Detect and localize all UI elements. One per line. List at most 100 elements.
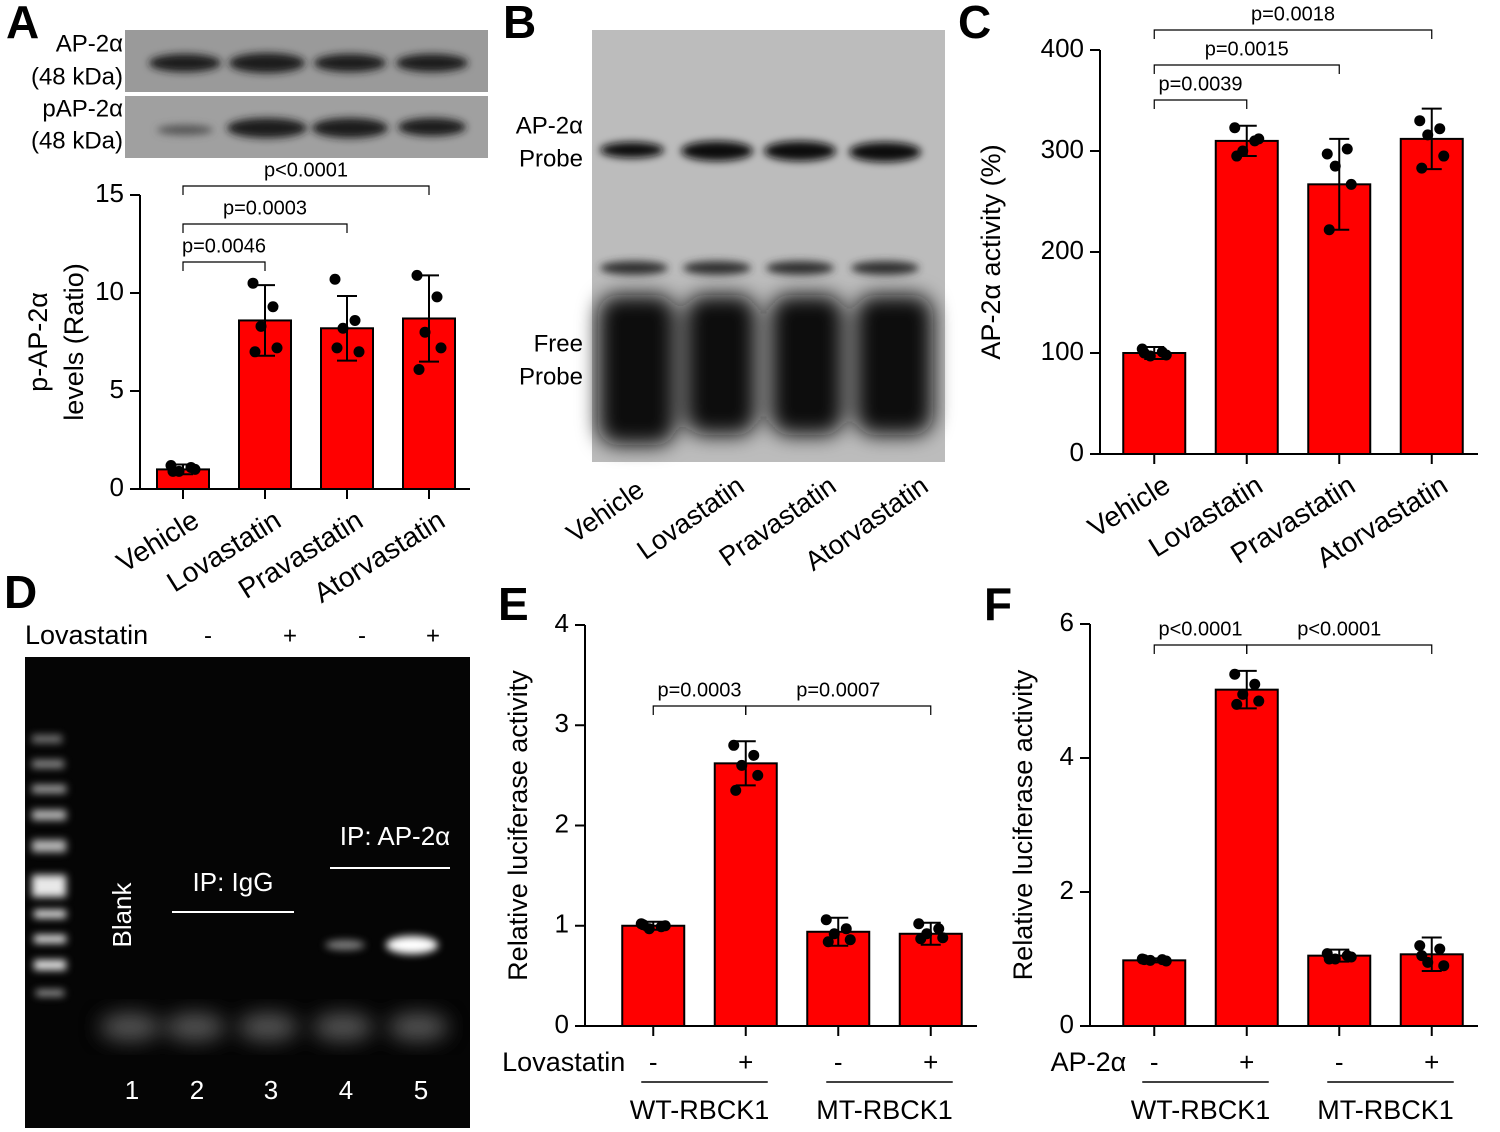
data-point [349, 314, 361, 326]
data-point [933, 923, 945, 935]
data-point [249, 346, 261, 358]
blot-label: (48 kDa) [31, 127, 123, 154]
lane-number: 4 [339, 1075, 353, 1105]
significance-bracket [1246, 644, 1433, 654]
data-point [167, 465, 179, 477]
sign-label: - [358, 622, 366, 649]
gel-label: Probe [519, 145, 583, 172]
bar [898, 932, 963, 1028]
data-point [1253, 133, 1265, 145]
data-point [728, 739, 740, 751]
y-tick-label: 2 [555, 808, 569, 838]
data-point [419, 326, 431, 338]
lane-number: 5 [414, 1075, 428, 1105]
blot-label: AP-2α [56, 30, 123, 57]
data-point [337, 322, 349, 334]
significance-bracket [182, 261, 266, 271]
y-tick-label: 0 [1060, 1009, 1074, 1039]
data-point [844, 934, 856, 946]
bar [1307, 954, 1372, 1028]
data-point [1341, 143, 1353, 155]
data-point [1414, 940, 1426, 952]
data-point [1160, 955, 1172, 967]
x-tick-label: + [1239, 1047, 1254, 1077]
data-point [1438, 960, 1450, 972]
gel-label: Free [534, 330, 583, 357]
data-point [1321, 148, 1333, 160]
gel-label: IP: IgG [193, 867, 274, 897]
significance-bracket [1153, 64, 1340, 74]
lane-number: 3 [264, 1075, 278, 1105]
data-point [1416, 162, 1428, 174]
x-tick-label: + [738, 1047, 753, 1077]
y-tick-label: 10 [95, 276, 124, 306]
data-point [1345, 178, 1357, 190]
y-tick-label: 400 [1041, 33, 1084, 63]
y-tick-label: 200 [1041, 235, 1084, 265]
significance-bracket [1153, 644, 1248, 654]
data-point [189, 463, 201, 475]
y-tick-label: 15 [95, 178, 124, 208]
data-point [431, 291, 443, 303]
data-point [915, 933, 927, 945]
y-axis-label: Relative luciferase activity [503, 670, 533, 981]
y-tick-label: 2 [1060, 875, 1074, 905]
gel-label: AP-2α [516, 112, 583, 139]
p-value: p=0.0039 [1159, 73, 1243, 95]
data-point [1323, 953, 1335, 965]
bar [1122, 352, 1187, 455]
panel-letter: F [984, 578, 1012, 630]
panel-letter: D [4, 566, 37, 618]
p-value: p<0.0001 [264, 159, 348, 181]
data-point [329, 273, 341, 285]
x-tick-label: - [834, 1047, 843, 1077]
data-point [1414, 115, 1426, 127]
data-point [730, 784, 742, 796]
gel-label: Probe [519, 363, 583, 390]
data-point [247, 277, 259, 289]
p-value: p=0.0046 [182, 235, 266, 257]
y-tick-label: 4 [1060, 741, 1074, 771]
data-point [411, 269, 423, 281]
panel-letter: E [498, 578, 529, 630]
bar [1399, 137, 1464, 455]
data-point [271, 342, 283, 354]
group-label: WT-RBCK1 [1131, 1095, 1271, 1125]
p-value: p<0.0001 [1297, 618, 1381, 640]
y-tick-label: 0 [110, 472, 124, 502]
y-tick-label: 0 [1070, 437, 1084, 467]
sign-label: + [426, 622, 440, 649]
p-value: p=0.0015 [1205, 38, 1289, 60]
y-axis-label: AP-2α activity (%) [976, 144, 1006, 359]
data-point [1229, 668, 1241, 680]
y-axis-label: p-AP-2α [23, 292, 53, 392]
sign-label: - [204, 622, 212, 649]
x-tick-label: + [1424, 1047, 1439, 1077]
data-point [659, 920, 671, 932]
data-point [937, 932, 949, 944]
significance-bracket [745, 705, 932, 715]
p-value: p=0.0003 [223, 197, 307, 219]
data-point [1323, 224, 1335, 236]
sign-label: + [283, 622, 297, 649]
data-point [1253, 695, 1265, 707]
y-tick-label: 300 [1041, 134, 1084, 164]
significance-bracket [652, 705, 747, 715]
data-point [1345, 951, 1357, 963]
y-tick-label: 6 [1060, 607, 1074, 637]
y-axis-label: levels (Ratio) [59, 263, 89, 421]
data-point [435, 342, 447, 354]
data-point [748, 749, 760, 761]
bar [621, 924, 686, 1027]
y-axis-label: Relative luciferase activity [1008, 669, 1038, 980]
factor-label: Lovastatin [502, 1047, 625, 1077]
data-point [353, 346, 365, 358]
data-point [1160, 349, 1172, 361]
data-point [822, 936, 834, 948]
data-point [913, 918, 925, 930]
p-value: p=0.0007 [796, 679, 880, 701]
blot-label: (48 kDa) [31, 63, 123, 90]
data-point [1138, 954, 1150, 966]
p-value: p=0.0018 [1251, 3, 1335, 25]
